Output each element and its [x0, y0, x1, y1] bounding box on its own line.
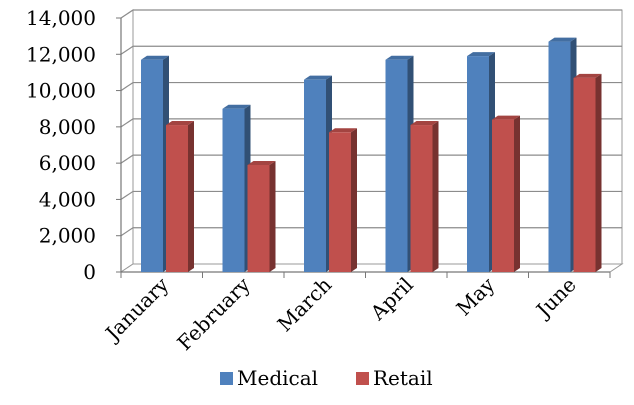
bar-medical-april [385, 55, 414, 272]
bar-front [410, 125, 433, 273]
bar-retail-january [166, 121, 194, 273]
x-axis-ticks: January February March April May June [99, 272, 611, 355]
y-tick-label: 0 [83, 260, 96, 284]
bar-front [467, 56, 489, 272]
x-tick-label: May [451, 272, 499, 320]
bar-retail-march [329, 128, 357, 272]
bar-side [188, 121, 194, 273]
x-tick-label: April [365, 273, 418, 326]
gridlines [120, 9, 622, 237]
bar-front [222, 108, 245, 272]
bar-retail-april [410, 121, 439, 273]
legend-label: Medical [237, 366, 318, 390]
bar-medical-june [548, 37, 577, 273]
bar-retail-may [492, 115, 520, 272]
y-tick-label: 14,000 [26, 6, 96, 30]
legend-swatch [220, 372, 233, 385]
bar-side [432, 121, 439, 273]
gridline [120, 118, 622, 128]
x-tick-label: March [273, 272, 337, 336]
x-tick-label: January [99, 272, 173, 346]
x-tick-label: June [530, 273, 581, 324]
bar-top [410, 121, 439, 126]
bar-side [514, 115, 520, 272]
bar-front [548, 41, 571, 273]
y-tick-label: 8,000 [39, 115, 96, 139]
y-axis-ticks: 0 2,000 4,000 6,000 8,000 10,000 12,000 14,000 [26, 6, 121, 284]
y-tick-label: 10,000 [26, 79, 96, 103]
gridline [120, 154, 622, 164]
floor [119, 263, 624, 273]
y-tick-label: 4,000 [39, 187, 96, 211]
gridline [120, 81, 622, 92]
bar-front [492, 119, 514, 272]
y-tick-label: 6,000 [39, 151, 96, 175]
bar-front [247, 164, 270, 272]
legend-item-medical: Medical [220, 366, 318, 390]
bar-top [304, 75, 332, 80]
gridline [120, 9, 622, 19]
bar-front [304, 79, 326, 272]
bar-medical-may [467, 52, 495, 272]
gridline [120, 190, 622, 200]
bar-front [385, 59, 408, 272]
bar-medical-january [141, 55, 169, 272]
bar-top [492, 115, 520, 120]
bar-retail-june [573, 73, 602, 272]
legend: Medical Retail [220, 366, 433, 390]
legend-label: Retail [373, 366, 433, 390]
side-wall [120, 9, 134, 273]
bar-medical-february [222, 104, 251, 272]
bar-front [329, 132, 351, 272]
bar-side [269, 160, 276, 272]
bars [141, 37, 602, 273]
x-tick-label: February [172, 272, 255, 355]
bar-medical-march [304, 75, 332, 272]
bar-front [141, 59, 163, 272]
y-tick-label: 12,000 [26, 42, 96, 66]
bar-top [222, 104, 251, 109]
bar-retail-february [247, 160, 276, 272]
bar-side [351, 128, 357, 272]
bar-top [548, 37, 577, 42]
legend-swatch [356, 372, 369, 385]
bar-side [595, 73, 602, 272]
bar-top [329, 128, 357, 133]
plot-area [119, 9, 624, 273]
gridline [120, 227, 622, 237]
bar-top [166, 121, 194, 126]
bar-front [573, 77, 596, 272]
bar-front [166, 125, 188, 273]
legend-item-retail: Retail [356, 366, 433, 390]
bar-top [467, 52, 495, 57]
gridline [120, 45, 622, 55]
bar-top [573, 73, 602, 78]
bar-top [141, 55, 169, 60]
bar-top [247, 160, 276, 165]
bar-top [385, 55, 414, 60]
y-tick-label: 2,000 [39, 224, 96, 248]
